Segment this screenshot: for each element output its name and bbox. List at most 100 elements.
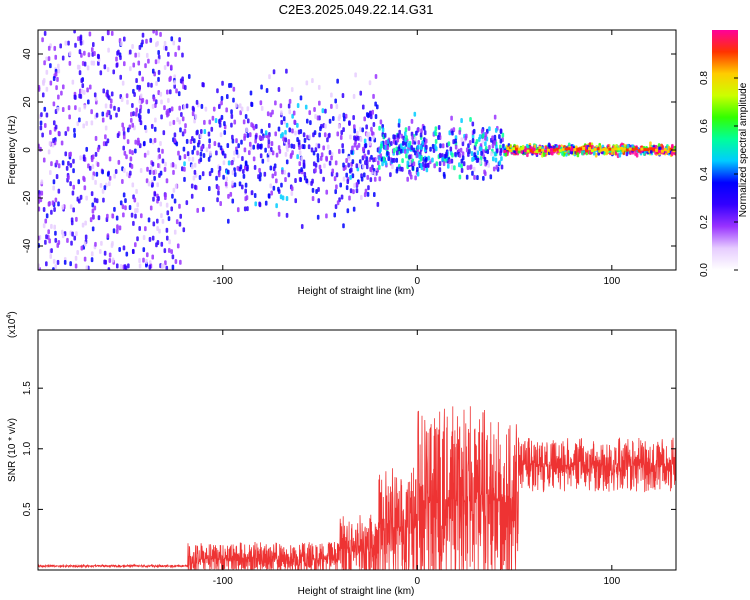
spectrogram-cell — [478, 159, 482, 165]
spectrogram-cell — [81, 60, 85, 66]
spectrogram-cell — [122, 145, 125, 151]
spectrogram-cell — [145, 178, 149, 184]
spectrogram-cell — [573, 148, 577, 152]
spectrogram-cell — [480, 128, 484, 134]
spectrogram-cell — [142, 257, 145, 263]
spectrogram-cell — [478, 146, 482, 152]
spectrogram-cell — [102, 88, 106, 94]
spectrogram-cell — [258, 143, 262, 149]
spectrogram-cell — [331, 168, 335, 174]
spectrogram-cell — [405, 135, 408, 141]
spectrogram-cell — [243, 206, 247, 212]
spectrogram-cell — [185, 138, 189, 144]
spectrogram-cell — [243, 133, 247, 139]
spectrogram-cell — [416, 166, 419, 172]
spectrogram-cell — [52, 258, 56, 264]
spectrogram-cell — [284, 177, 287, 183]
spectrogram-cell — [70, 220, 74, 226]
spectrogram-cell — [443, 173, 446, 179]
spectrogram-cell — [338, 114, 342, 120]
spectrogram-cell — [74, 105, 77, 111]
spectrogram-cell — [210, 126, 214, 132]
spectrogram-cell — [174, 183, 178, 189]
spectrogram-cell — [629, 150, 632, 156]
spectrogram-cell — [493, 134, 497, 140]
spectrogram-cell — [102, 141, 106, 147]
spectrogram-cell — [147, 108, 150, 114]
spectrogram-y-label: Frequency (Hz) — [7, 116, 18, 185]
spectrogram-cell — [136, 202, 140, 208]
spectrogram-cell — [280, 119, 284, 125]
spectrogram-cell — [173, 198, 177, 204]
spectrogram-cell — [239, 164, 243, 170]
spectrogram-cell — [312, 150, 316, 156]
spectrogram-cell — [424, 158, 427, 164]
spectrogram-cell — [491, 143, 495, 149]
spectrogram-cell — [202, 82, 205, 88]
spectrogram-cell — [392, 148, 396, 154]
spectrogram-cell — [663, 148, 667, 152]
spectrogram-cell — [347, 155, 351, 161]
spectrogram-cell — [232, 86, 236, 92]
spectrogram-cell — [547, 142, 551, 148]
spectrogram-cell — [146, 166, 149, 172]
spectrogram-cell — [334, 189, 337, 195]
spectrogram-cell — [72, 184, 76, 190]
spectrogram-cell — [325, 213, 328, 219]
spectrogram-cell — [64, 151, 68, 157]
spectrogram-cell — [96, 53, 100, 59]
spectrogram-cell — [412, 161, 416, 167]
spectrogram-cell — [487, 162, 490, 168]
spectrogram-cell — [435, 161, 439, 167]
spectrogram-cell — [81, 222, 85, 228]
spectrogram-cell — [279, 133, 283, 139]
spectrogram-cell — [200, 128, 203, 134]
spectrogram-cell — [107, 95, 111, 101]
spectrogram-cell — [192, 107, 195, 113]
spectrogram-cell — [322, 145, 325, 151]
spectrogram-cell — [183, 153, 187, 159]
spectrogram-cell — [466, 165, 470, 171]
spectrogram-cell — [454, 151, 457, 157]
spectrogram-cell — [77, 36, 80, 42]
spectrogram-cell — [277, 211, 281, 217]
spectrogram-cell — [38, 193, 41, 199]
spectrogram-cell — [315, 142, 319, 148]
spectrogram-cell — [271, 150, 275, 156]
spectrogram-cell — [146, 150, 150, 156]
spectrogram-cell — [296, 137, 299, 143]
spectrogram-cell — [269, 146, 273, 152]
spectrogram-cell — [67, 105, 71, 111]
spectrogram-cell — [203, 129, 207, 135]
spectrogram-cell — [269, 183, 273, 189]
spectrogram-cell — [448, 159, 451, 165]
spectrogram-cell — [637, 149, 641, 153]
spectrogram-cell — [183, 166, 186, 172]
spectrogram-cell — [561, 148, 565, 152]
spectrogram-cell — [91, 47, 94, 53]
spectrogram-cell — [358, 159, 362, 165]
spectrogram-cell — [193, 118, 196, 124]
spectrogram-cell — [334, 204, 338, 210]
spectrogram-cell — [272, 185, 276, 191]
spectrogram-cell — [101, 188, 105, 194]
spectrogram-cell — [399, 148, 403, 154]
spectrogram-cell — [193, 162, 197, 168]
spectrogram-cell — [363, 192, 367, 198]
spectrogram-cell — [395, 168, 399, 174]
spectrogram-cell — [340, 194, 344, 200]
spectrogram-cell — [552, 148, 556, 152]
spectrogram-cell — [47, 201, 51, 207]
spectrogram-cell — [128, 205, 132, 211]
spectrogram-cell — [269, 165, 273, 171]
spectrogram-cell — [122, 245, 126, 251]
spectrogram-cell — [411, 134, 414, 140]
spectrogram-cell — [185, 103, 189, 109]
spectrogram-cell — [409, 171, 412, 177]
spectrogram-cell — [369, 114, 373, 120]
spectrogram-cell — [90, 60, 94, 66]
spectrogram-cell — [501, 132, 505, 138]
spectrogram-x-ticks: -100 0 100 — [213, 30, 621, 287]
spectrogram-cell — [210, 167, 214, 173]
spectrogram-cell — [220, 100, 223, 106]
